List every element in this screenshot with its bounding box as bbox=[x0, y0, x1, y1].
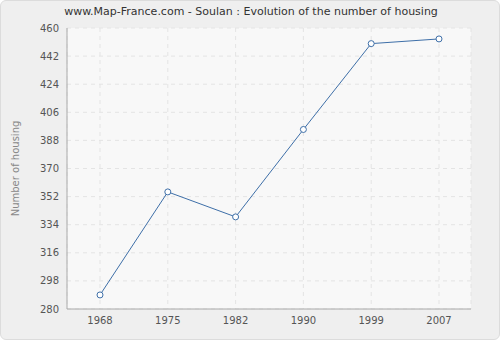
svg-text:424: 424 bbox=[40, 79, 59, 90]
svg-text:460: 460 bbox=[40, 23, 59, 34]
svg-text:1975: 1975 bbox=[155, 315, 180, 326]
svg-text:388: 388 bbox=[40, 135, 59, 146]
svg-text:442: 442 bbox=[40, 51, 59, 62]
svg-text:298: 298 bbox=[40, 275, 59, 286]
svg-text:2007: 2007 bbox=[426, 315, 451, 326]
svg-text:1990: 1990 bbox=[291, 315, 316, 326]
svg-text:406: 406 bbox=[40, 107, 59, 118]
svg-text:280: 280 bbox=[40, 304, 59, 315]
svg-text:1968: 1968 bbox=[87, 315, 112, 326]
svg-text:370: 370 bbox=[40, 163, 59, 174]
svg-text:1982: 1982 bbox=[223, 315, 248, 326]
svg-text:352: 352 bbox=[40, 191, 59, 202]
svg-text:316: 316 bbox=[40, 247, 59, 258]
svg-text:334: 334 bbox=[40, 219, 59, 230]
html-text:www.Map-France.com - Soulan :: www.Map-France.com - Soulan : Evolution … bbox=[64, 5, 438, 18]
svg-text:Number of housing: Number of housing bbox=[10, 121, 21, 217]
svg-text:1999: 1999 bbox=[358, 315, 383, 326]
